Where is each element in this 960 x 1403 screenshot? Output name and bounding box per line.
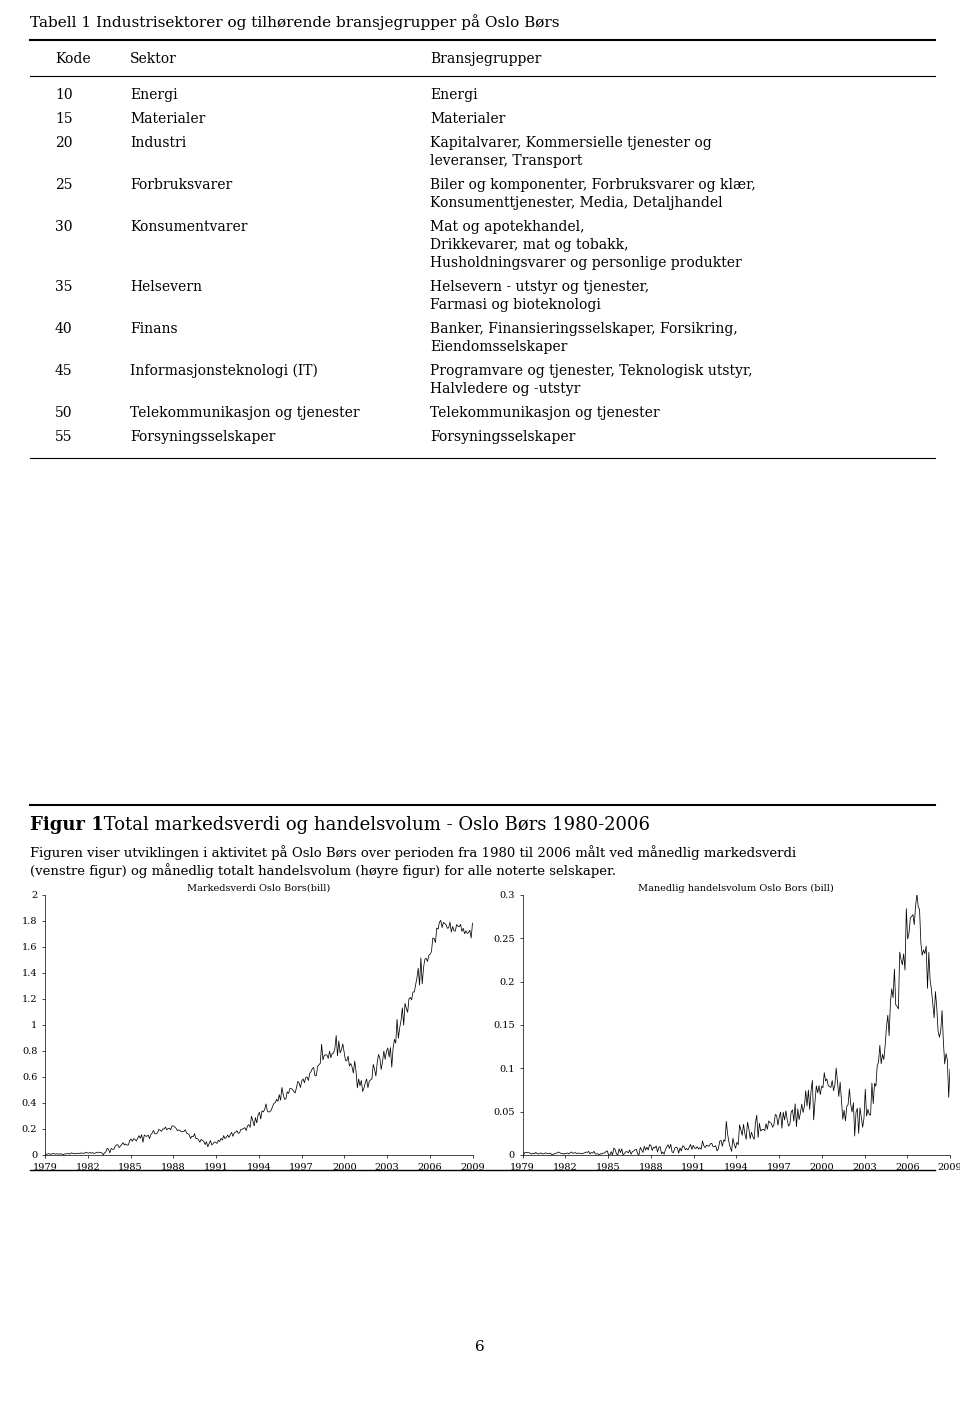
Text: Energi: Energi (430, 88, 478, 102)
Text: Kapitalvarer, Kommersielle tjenester og: Kapitalvarer, Kommersielle tjenester og (430, 136, 711, 150)
Title: Manedlig handelsvolum Oslo Bors (bill): Manedlig handelsvolum Oslo Bors (bill) (638, 884, 834, 892)
Text: Materialer: Materialer (430, 112, 505, 126)
Text: Figuren viser utviklingen i aktivitet på Oslo Børs over perioden fra 1980 til 20: Figuren viser utviklingen i aktivitet på… (30, 845, 796, 860)
Text: Finans: Finans (130, 323, 178, 335)
Text: Eiendomsselskaper: Eiendomsselskaper (430, 340, 567, 354)
Text: Forbruksvarer: Forbruksvarer (130, 178, 232, 192)
Text: 6: 6 (475, 1340, 485, 1354)
Text: Total markedsverdi og handelsvolum - Oslo Børs 1980-2006: Total markedsverdi og handelsvolum - Osl… (98, 817, 650, 833)
Text: 40: 40 (55, 323, 73, 335)
Text: leveranser, Transport: leveranser, Transport (430, 154, 583, 168)
Text: 35: 35 (55, 281, 73, 295)
Text: Industri: Industri (130, 136, 186, 150)
Text: Drikkevarer, mat og tobakk,: Drikkevarer, mat og tobakk, (430, 239, 629, 253)
Text: Sektor: Sektor (130, 52, 177, 66)
Text: Informasjonsteknologi (IT): Informasjonsteknologi (IT) (130, 363, 318, 379)
Text: Husholdningsvarer og personlige produkter: Husholdningsvarer og personlige produkte… (430, 255, 742, 269)
Text: Helsevern: Helsevern (130, 281, 202, 295)
Text: Telekommunikasjon og tjenester: Telekommunikasjon og tjenester (430, 405, 660, 419)
Text: Kode: Kode (55, 52, 90, 66)
Text: Banker, Finansieringsselskaper, Forsikring,: Banker, Finansieringsselskaper, Forsikri… (430, 323, 737, 335)
Text: Helsevern - utstyr og tjenester,: Helsevern - utstyr og tjenester, (430, 281, 649, 295)
Text: Konsumentvarer: Konsumentvarer (130, 220, 248, 234)
Text: Konsumenttjenester, Media, Detaljhandel: Konsumenttjenester, Media, Detaljhandel (430, 196, 723, 210)
Text: 15: 15 (55, 112, 73, 126)
Text: Materialer: Materialer (130, 112, 205, 126)
Text: 45: 45 (55, 363, 73, 377)
Text: Bransjegrupper: Bransjegrupper (430, 52, 541, 66)
Text: Energi: Energi (130, 88, 178, 102)
Text: Farmasi og bioteknologi: Farmasi og bioteknologi (430, 297, 601, 311)
Text: Tabell 1 Industrisektorer og tilhørende bransjegrupper på Oslo Børs: Tabell 1 Industrisektorer og tilhørende … (30, 14, 560, 29)
Text: 20: 20 (55, 136, 73, 150)
Text: Mat og apotekhandel,: Mat og apotekhandel, (430, 220, 585, 234)
Text: Biler og komponenter, Forbruksvarer og klær,: Biler og komponenter, Forbruksvarer og k… (430, 178, 756, 192)
Text: 50: 50 (55, 405, 73, 419)
Text: 30: 30 (55, 220, 73, 234)
Text: Programvare og tjenester, Teknologisk utstyr,: Programvare og tjenester, Teknologisk ut… (430, 363, 753, 377)
Text: 10: 10 (55, 88, 73, 102)
Text: (venstre figur) og månedlig totalt handelsvolum (høyre figur) for alle noterte s: (venstre figur) og månedlig totalt hande… (30, 863, 616, 878)
Text: Telekommunikasjon og tjenester: Telekommunikasjon og tjenester (130, 405, 360, 419)
Text: Figur 1: Figur 1 (30, 817, 104, 833)
Text: Halvledere og -utstyr: Halvledere og -utstyr (430, 382, 581, 396)
Text: Forsyningsselskaper: Forsyningsselskaper (130, 429, 276, 443)
Text: 25: 25 (55, 178, 73, 192)
Text: Forsyningsselskaper: Forsyningsselskaper (430, 429, 575, 443)
Text: 55: 55 (55, 429, 73, 443)
Title: Markedsverdi Oslo Bors(bill): Markedsverdi Oslo Bors(bill) (187, 884, 330, 892)
